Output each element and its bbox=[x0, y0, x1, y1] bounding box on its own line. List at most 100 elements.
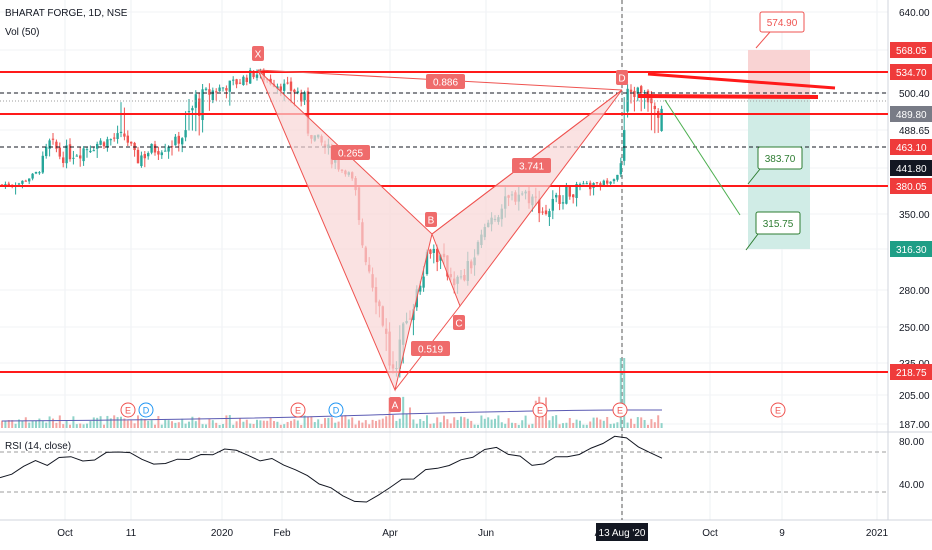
volume-bar bbox=[82, 424, 85, 428]
event-marker-letter: E bbox=[295, 406, 301, 416]
volume-bar bbox=[96, 417, 99, 428]
candle-body bbox=[106, 139, 109, 147]
volume-bar bbox=[201, 424, 204, 428]
candle-body bbox=[92, 150, 95, 152]
candle-body bbox=[283, 83, 286, 91]
volume-bar bbox=[276, 421, 279, 428]
price-tag-label: 534.70 bbox=[896, 68, 927, 79]
volume-bar bbox=[388, 397, 391, 428]
candle-body bbox=[133, 142, 136, 151]
price-tick-label: 500.40 bbox=[899, 89, 930, 100]
volume-bar bbox=[290, 420, 292, 428]
candle-body bbox=[636, 87, 639, 94]
volume-bar bbox=[334, 422, 337, 428]
symbol-title: BHARAT FORGE, 1D, NSE bbox=[5, 8, 128, 19]
volume-bar bbox=[378, 419, 381, 428]
candle-body bbox=[38, 172, 41, 174]
volume-bar bbox=[92, 417, 95, 428]
volume-bar bbox=[589, 421, 592, 428]
volume-bar bbox=[38, 418, 41, 428]
volume-bar bbox=[208, 418, 211, 428]
candle-body bbox=[412, 309, 415, 321]
candle-body bbox=[72, 157, 75, 159]
event-marker-circle bbox=[770, 402, 786, 418]
pattern-point-b: B bbox=[425, 212, 437, 227]
candle-body bbox=[48, 140, 51, 149]
volume-bar bbox=[4, 420, 7, 428]
candle-body bbox=[300, 92, 303, 102]
volume-bar bbox=[279, 424, 282, 428]
candle-body bbox=[198, 98, 201, 116]
crosshair-date-box bbox=[596, 523, 648, 541]
volume-bar bbox=[487, 417, 490, 428]
volume-bar bbox=[48, 416, 51, 428]
volume-bar bbox=[524, 415, 527, 428]
event-marker-letter: E bbox=[775, 406, 781, 416]
volume-bar bbox=[548, 420, 551, 428]
pattern-point-x-text: X bbox=[255, 50, 262, 61]
candle-body bbox=[4, 184, 7, 186]
volume-bar bbox=[514, 423, 517, 428]
candle-body bbox=[303, 92, 306, 101]
volume-bar bbox=[65, 420, 68, 428]
candle-body bbox=[153, 144, 157, 153]
volume-bar bbox=[497, 415, 500, 428]
volume-bar bbox=[266, 420, 269, 428]
volume-bar bbox=[630, 418, 632, 428]
volume-bar bbox=[599, 419, 602, 428]
candle-body bbox=[279, 86, 282, 91]
rsi-indicator-label: RSI (14, close) bbox=[5, 441, 72, 452]
ratio-label-cd-text: 3.741 bbox=[519, 162, 544, 173]
pattern-point-c-box bbox=[453, 315, 465, 330]
volume-bar bbox=[41, 420, 44, 428]
event-marker-letter: E bbox=[617, 406, 623, 416]
volume-bar bbox=[283, 424, 286, 428]
candle-body bbox=[208, 89, 211, 95]
volume-bar bbox=[347, 419, 350, 428]
volume-bar bbox=[21, 420, 24, 428]
price-tag-box bbox=[890, 160, 932, 176]
volume-moving-average bbox=[1, 409, 662, 422]
volume-bar bbox=[174, 422, 177, 428]
volume-bar bbox=[381, 418, 384, 428]
candle-body bbox=[419, 285, 422, 292]
volume-bar bbox=[143, 419, 146, 428]
volume-bar bbox=[55, 422, 58, 428]
volume-bar bbox=[62, 424, 65, 428]
volume-bar bbox=[606, 416, 609, 428]
event-marker-letter: D bbox=[333, 406, 340, 416]
volume-bar bbox=[354, 424, 357, 428]
pattern-point-d: D bbox=[616, 70, 628, 85]
candle-body bbox=[548, 211, 551, 218]
volume-bar bbox=[385, 416, 388, 428]
volume-bar bbox=[650, 419, 653, 428]
price-tag-label: 316.30 bbox=[896, 245, 927, 256]
event-marker: D bbox=[328, 402, 344, 418]
volume-bar bbox=[184, 423, 187, 428]
candle-body bbox=[544, 210, 548, 215]
price-tick-label: 205.00 bbox=[899, 391, 930, 402]
volume-bar bbox=[596, 417, 598, 428]
candle-body bbox=[609, 181, 612, 184]
volume-bar bbox=[133, 423, 136, 428]
candle-body bbox=[41, 155, 44, 173]
candle-body bbox=[99, 140, 102, 145]
volume-bar bbox=[72, 416, 75, 428]
ratio-label-xd-text: 0.886 bbox=[433, 78, 458, 89]
candle-body bbox=[436, 248, 439, 263]
volume-bar bbox=[453, 417, 456, 428]
volume-bar bbox=[262, 420, 265, 428]
ratio-label-bc-box bbox=[411, 341, 450, 356]
candle-body bbox=[660, 108, 663, 131]
volume-bar bbox=[392, 415, 394, 428]
crosshair-date-label: 13 Aug '20 bbox=[599, 528, 646, 539]
candle-body bbox=[296, 91, 299, 93]
candle-body bbox=[167, 146, 170, 152]
candle-body bbox=[238, 82, 242, 84]
candle-body bbox=[429, 249, 432, 254]
volume-bar bbox=[79, 423, 82, 428]
candle-body bbox=[629, 89, 633, 92]
target-callout-middle-box bbox=[757, 146, 803, 170]
